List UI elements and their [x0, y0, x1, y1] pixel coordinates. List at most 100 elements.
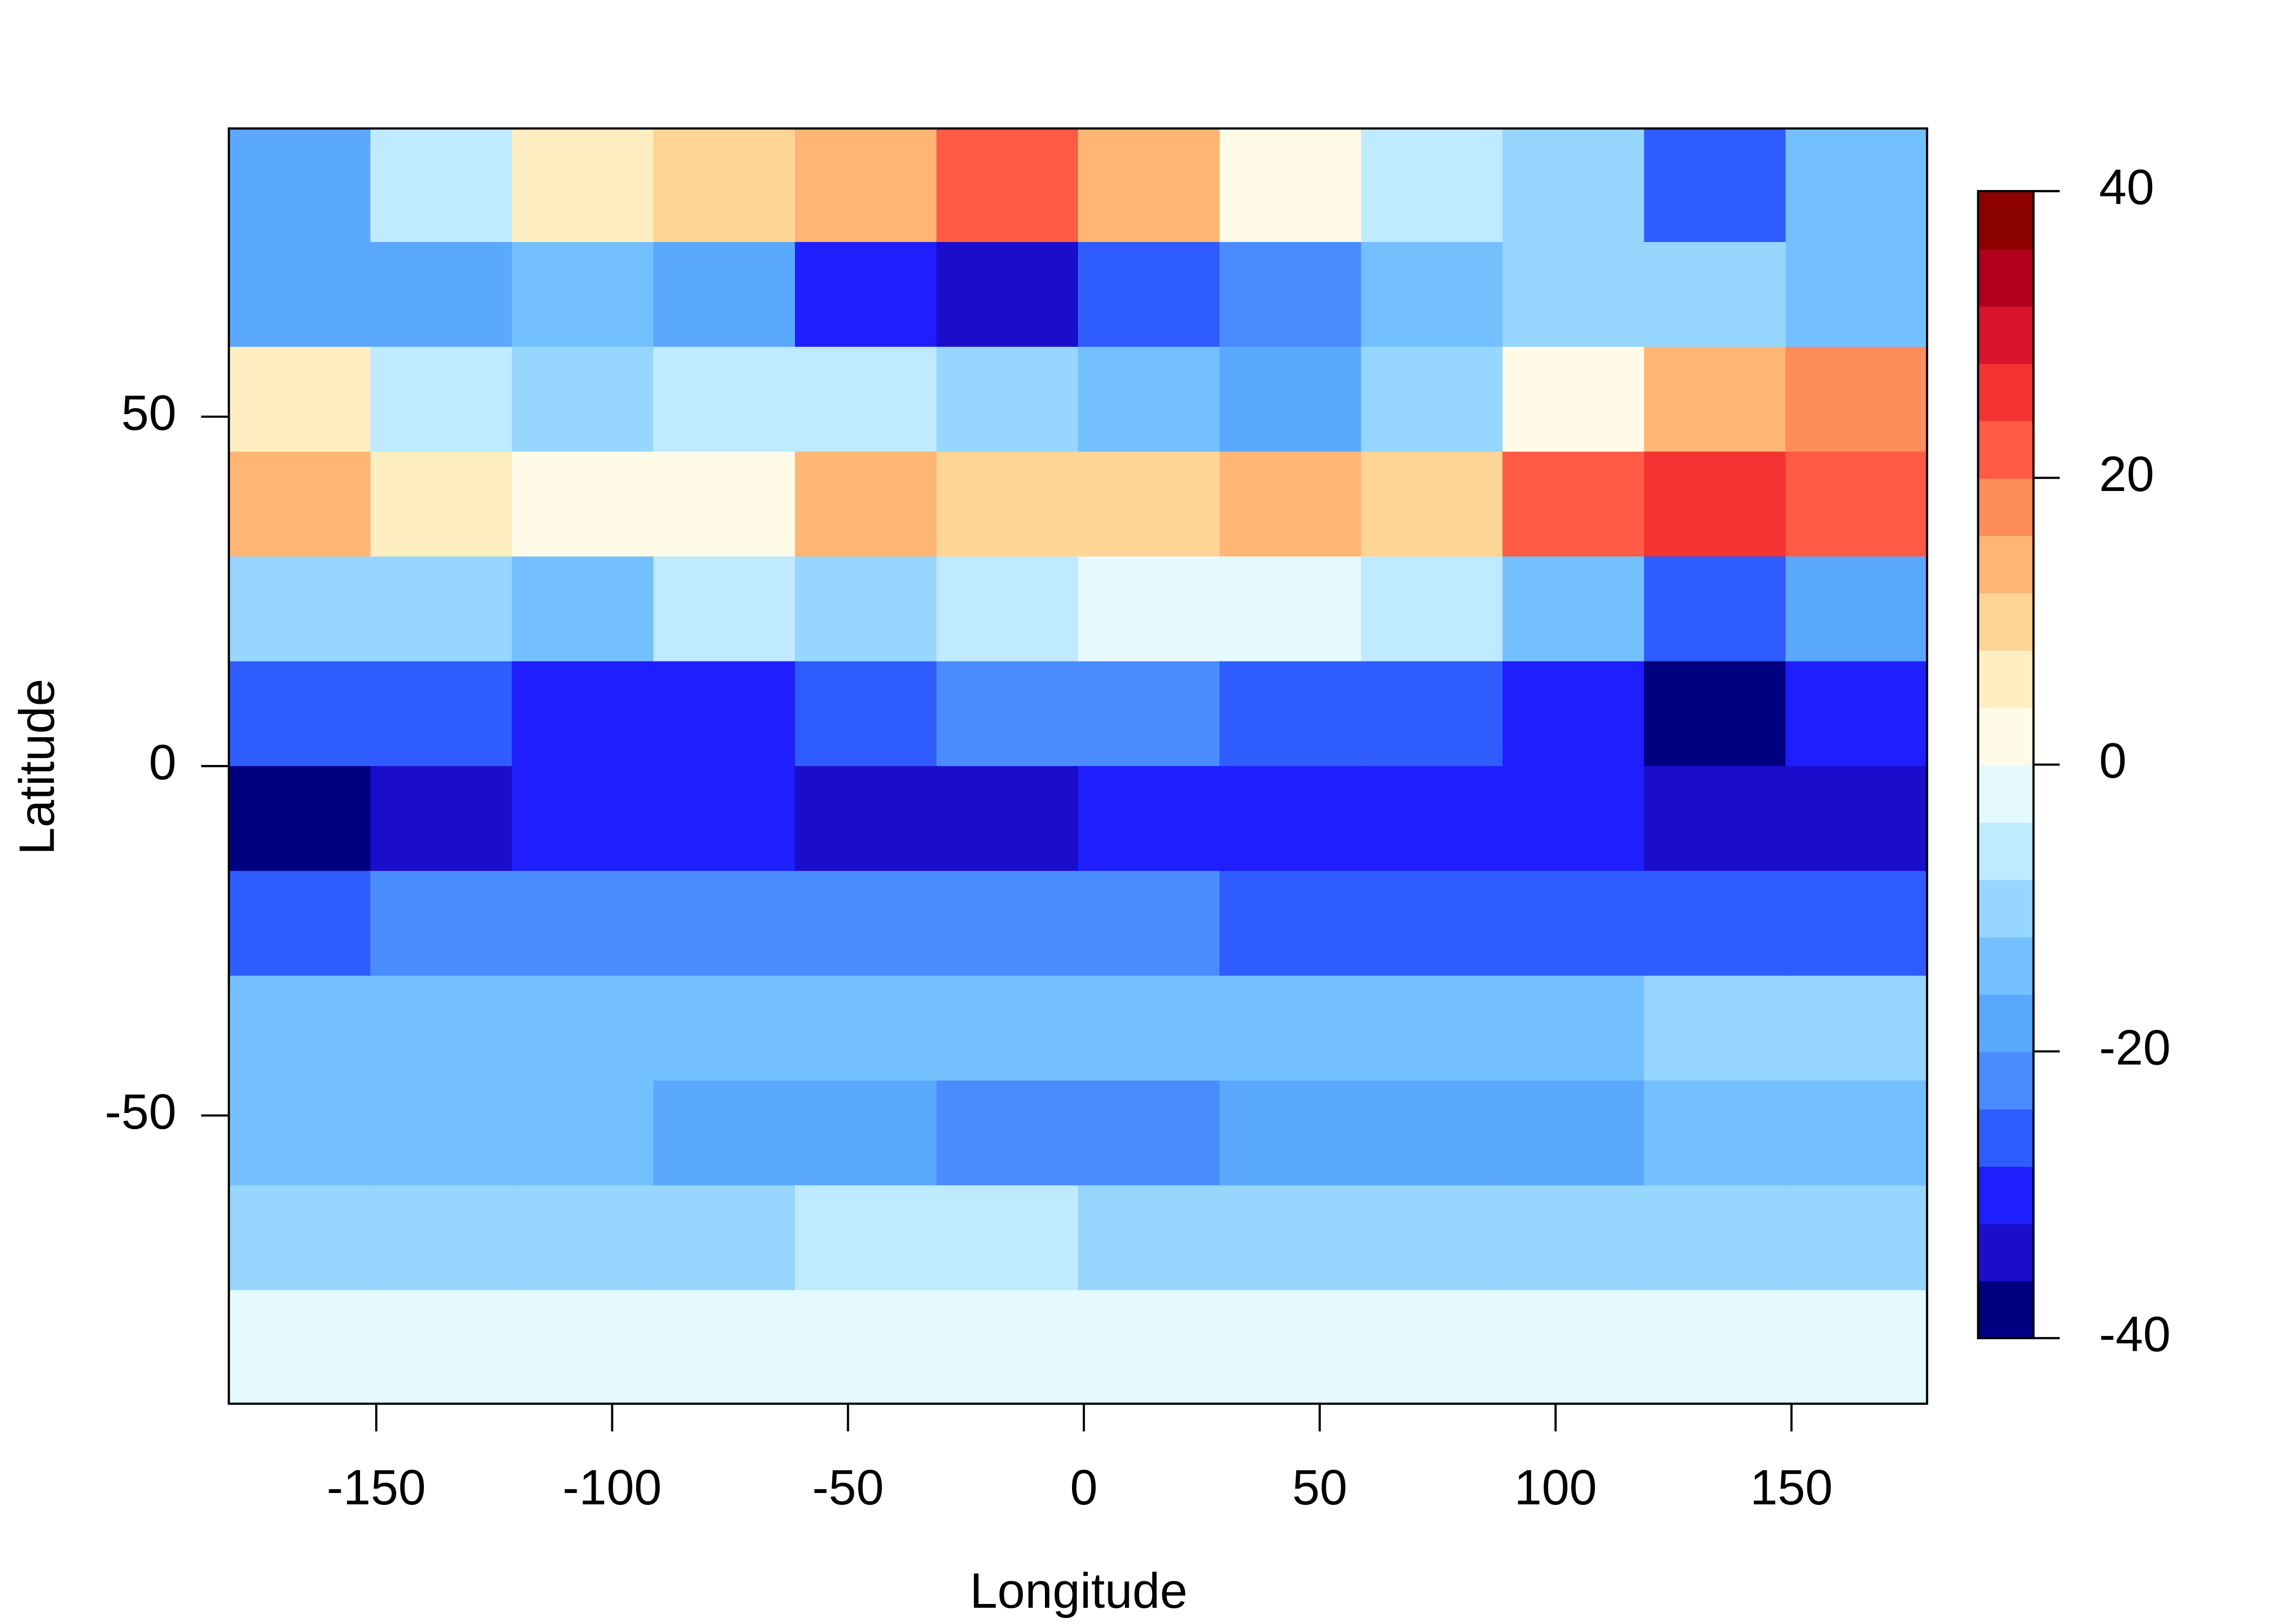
- heat-cell: [512, 661, 655, 767]
- heat-cell: [795, 661, 937, 767]
- heat-cell: [653, 451, 796, 558]
- heat-cell: [1785, 661, 1928, 767]
- heat-cell: [512, 975, 655, 1082]
- heat-cell: [795, 242, 937, 348]
- heat-cell: [936, 242, 1079, 348]
- heat-cell: [1644, 346, 1787, 453]
- heat-cell: [228, 451, 371, 558]
- heat-cell: [1077, 346, 1220, 453]
- heat-cell: [1502, 1081, 1645, 1187]
- heat-cell: [1219, 556, 1362, 662]
- heat-cell: [370, 556, 513, 662]
- heat-cell: [1077, 1081, 1220, 1187]
- heat-cell: [1361, 346, 1504, 453]
- colorbar-swatch: [1978, 707, 2034, 765]
- heat-cell: [512, 870, 655, 977]
- heat-cell: [1502, 346, 1645, 453]
- colorbar-swatch: [1978, 1166, 2034, 1224]
- heat-cell: [1785, 1185, 1928, 1291]
- x-tick-label: -100: [563, 1460, 662, 1515]
- heat-cell: [795, 128, 937, 243]
- heat-cell: [1219, 661, 1362, 767]
- colorbar-swatch: [1978, 1051, 2034, 1110]
- heat-cell: [936, 870, 1079, 977]
- heat-cell: [512, 128, 655, 243]
- heat-cell: [1785, 346, 1928, 453]
- heat-cell: [1361, 766, 1504, 872]
- heat-cell: [1219, 870, 1362, 977]
- heat-cell: [1502, 661, 1645, 767]
- heat-cell: [795, 451, 937, 558]
- heat-cell: [1644, 766, 1787, 872]
- heat-cell: [228, 1081, 371, 1187]
- heat-cell: [1361, 1290, 1504, 1405]
- x-axis-label: Longitude: [970, 1563, 1187, 1619]
- heat-cell: [1502, 975, 1645, 1082]
- heat-cell: [1361, 1185, 1504, 1291]
- heat-cell: [1502, 128, 1645, 243]
- heat-cell: [1219, 451, 1362, 558]
- y-tick-label: 0: [149, 735, 177, 790]
- heat-cell: [1361, 242, 1504, 348]
- heat-cell: [1644, 1185, 1787, 1291]
- heat-cell: [1077, 1185, 1220, 1291]
- heatmap: [228, 128, 1928, 1405]
- heat-cell: [1644, 451, 1787, 558]
- heat-cell: [653, 242, 796, 348]
- heat-cell: [936, 1290, 1079, 1405]
- heat-cell: [1077, 242, 1220, 348]
- colorbar-swatch: [1978, 191, 2034, 250]
- heat-cell: [653, 1185, 796, 1291]
- heat-cell: [370, 766, 513, 872]
- heat-cell: [370, 1185, 513, 1291]
- colorbar-tick-label: -20: [2099, 1020, 2171, 1075]
- heat-cell: [1361, 975, 1504, 1082]
- heat-cell: [1219, 128, 1362, 243]
- heat-cell: [1502, 451, 1645, 558]
- heat-cell: [795, 1081, 937, 1187]
- heat-cell: [1219, 766, 1362, 872]
- heat-cell: [1644, 128, 1787, 243]
- heat-cell: [795, 766, 937, 872]
- heat-cell: [1502, 1185, 1645, 1291]
- heat-cell: [936, 975, 1079, 1082]
- heat-cell: [936, 1081, 1079, 1187]
- heat-cell: [228, 242, 371, 348]
- heat-cell: [936, 661, 1079, 767]
- colorbar-swatch: [1978, 994, 2034, 1052]
- heat-cell: [228, 128, 371, 243]
- heat-cell: [1644, 1081, 1787, 1187]
- heat-cell: [370, 242, 513, 348]
- heat-cell: [228, 346, 371, 453]
- y-tick-label: -50: [104, 1084, 176, 1140]
- colorbar-tick-label: 0: [2099, 734, 2127, 789]
- x-tick-label: -150: [326, 1460, 426, 1515]
- heat-cell: [370, 1081, 513, 1187]
- heat-cell: [1502, 766, 1645, 872]
- heat-cell: [1644, 1290, 1787, 1405]
- heat-cell: [370, 661, 513, 767]
- x-tick-label: 150: [1750, 1460, 1833, 1515]
- heat-cell: [228, 661, 371, 767]
- heat-cell: [228, 556, 371, 662]
- colorbar-swatch: [1978, 1280, 2034, 1339]
- heat-cell: [1361, 1081, 1504, 1187]
- colorbar-swatch: [1978, 535, 2034, 594]
- heat-cell: [1219, 975, 1362, 1082]
- y-tick-label: 50: [121, 385, 177, 441]
- heat-cell: [1077, 661, 1220, 767]
- colorbar-swatch: [1978, 420, 2034, 479]
- x-tick-label: 50: [1292, 1460, 1348, 1515]
- heat-cell: [1219, 1290, 1362, 1405]
- colorbar-swatch: [1978, 305, 2034, 364]
- heat-cell: [936, 346, 1079, 453]
- colorbar-swatch: [1978, 650, 2034, 708]
- heat-cell: [1077, 766, 1220, 872]
- heat-cell: [1644, 556, 1787, 662]
- heat-cell: [653, 766, 796, 872]
- heat-cell: [512, 556, 655, 662]
- heat-cell: [1785, 1290, 1928, 1405]
- heat-cell: [1785, 1081, 1928, 1187]
- heat-cell: [795, 556, 937, 662]
- heat-cell: [1785, 870, 1928, 977]
